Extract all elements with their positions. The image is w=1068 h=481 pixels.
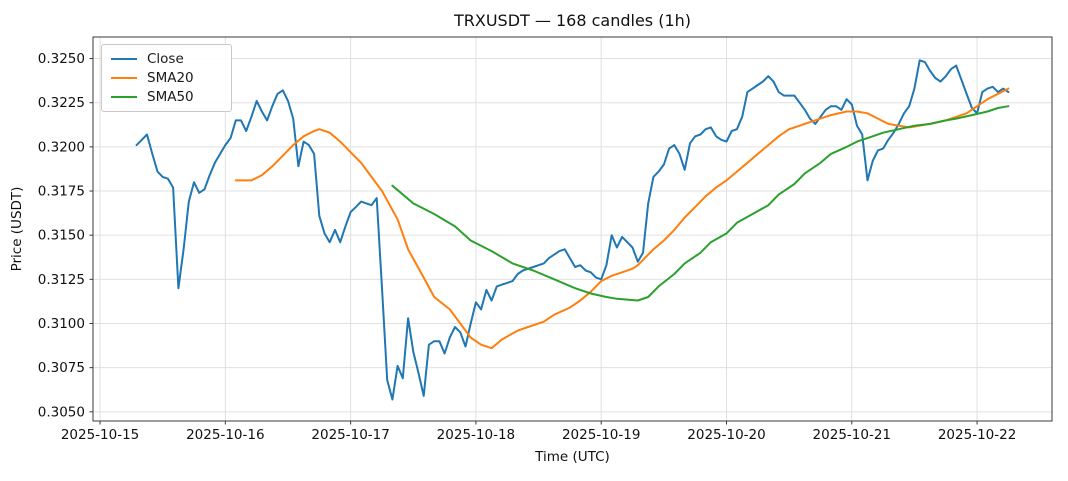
x-tick-label: 2025-10-21 (813, 427, 891, 443)
x-axis-label: Time (UTC) (535, 449, 610, 465)
legend-label-sma50: SMA50 (147, 89, 194, 105)
x-tick-label: 2025-10-18 (437, 427, 515, 443)
y-tick-label: 0.3075 (38, 360, 85, 376)
y-tick-label: 0.3225 (38, 95, 85, 111)
sma50-line-swatch (111, 96, 137, 98)
close-line (135, 59, 1010, 401)
legend: Close SMA20 SMA50 (101, 44, 232, 112)
x-tick-label: 2025-10-20 (687, 427, 765, 443)
legend-item-sma50: SMA50 (111, 90, 221, 104)
legend-item-sma20: SMA20 (111, 71, 221, 85)
y-tick-label: 0.3250 (38, 51, 85, 67)
x-tick-label: 2025-10-17 (311, 427, 389, 443)
y-tick-label: 0.3175 (38, 184, 85, 200)
x-tick-label: 2025-10-19 (562, 427, 640, 443)
y-axis-label: Price (USDT) (9, 186, 25, 272)
x-tick-label: 2025-10-16 (186, 427, 264, 443)
y-tick-label: 0.3125 (38, 272, 85, 288)
chart-title: TRXUSDT — 168 candles (1h) (453, 11, 692, 30)
sma50-line (391, 105, 1010, 302)
legend-item-close: Close (111, 52, 221, 66)
y-tick-label: 0.3050 (38, 404, 85, 420)
plot-area (92, 36, 1053, 422)
y-tick-label: 0.3100 (38, 316, 85, 332)
y-tick-label: 0.3150 (38, 228, 85, 244)
close-line-swatch (111, 58, 137, 60)
legend-label-sma20: SMA20 (147, 70, 194, 86)
x-tick-label: 2025-10-22 (938, 427, 1016, 443)
sma20-line-swatch (111, 77, 137, 79)
y-tick-label: 0.3200 (38, 139, 85, 155)
x-tick-label: 2025-10-15 (61, 427, 139, 443)
sma20-line (234, 87, 1010, 350)
legend-label-close: Close (147, 51, 184, 67)
